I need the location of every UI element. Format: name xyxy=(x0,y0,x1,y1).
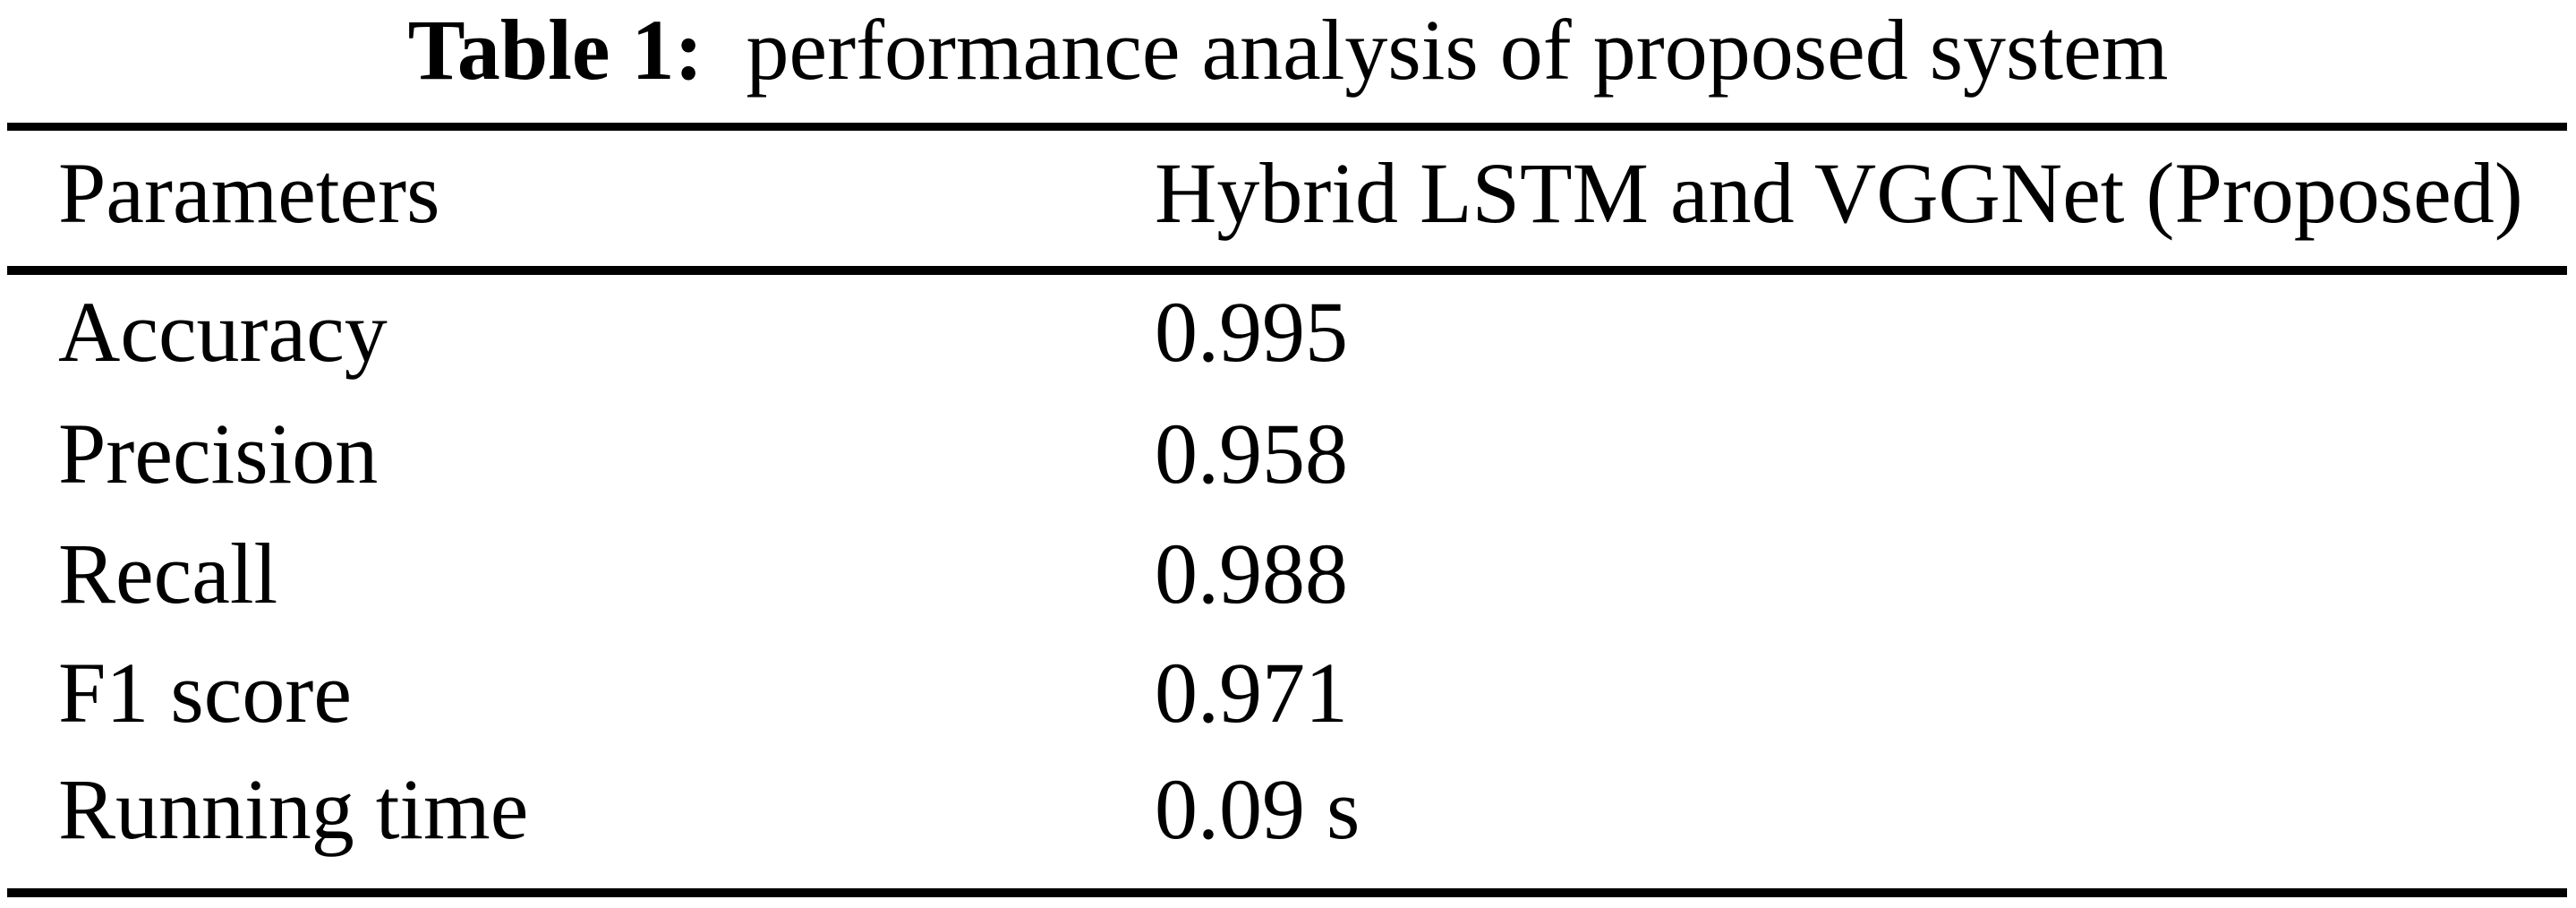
row-parameter-label: Recall xyxy=(58,526,278,621)
column-header-proposed-model: Hybrid LSTM and VGGNet (Proposed) xyxy=(1155,145,2523,241)
table-top-rule xyxy=(7,123,2567,131)
caption-text: performance analysis of proposed system xyxy=(746,2,2169,98)
column-header-parameters: Parameters xyxy=(58,145,440,241)
row-value: 0.958 xyxy=(1155,406,1348,501)
caption-table-number: Table 1: xyxy=(407,2,704,98)
row-value: 0.09 s xyxy=(1155,761,1361,857)
row-parameter-label: Precision xyxy=(58,406,379,501)
row-value: 0.988 xyxy=(1155,526,1348,621)
table-header-rule xyxy=(7,266,2567,275)
row-parameter-label: F1 score xyxy=(58,645,352,741)
row-parameter-label: Running time xyxy=(58,761,529,857)
row-parameter-label: Accuracy xyxy=(58,284,388,380)
table-caption: Table 1: performance analysis of proposed… xyxy=(0,2,2576,98)
table-bottom-rule xyxy=(7,888,2567,897)
row-value: 0.995 xyxy=(1155,284,1348,380)
row-value: 0.971 xyxy=(1155,645,1348,741)
